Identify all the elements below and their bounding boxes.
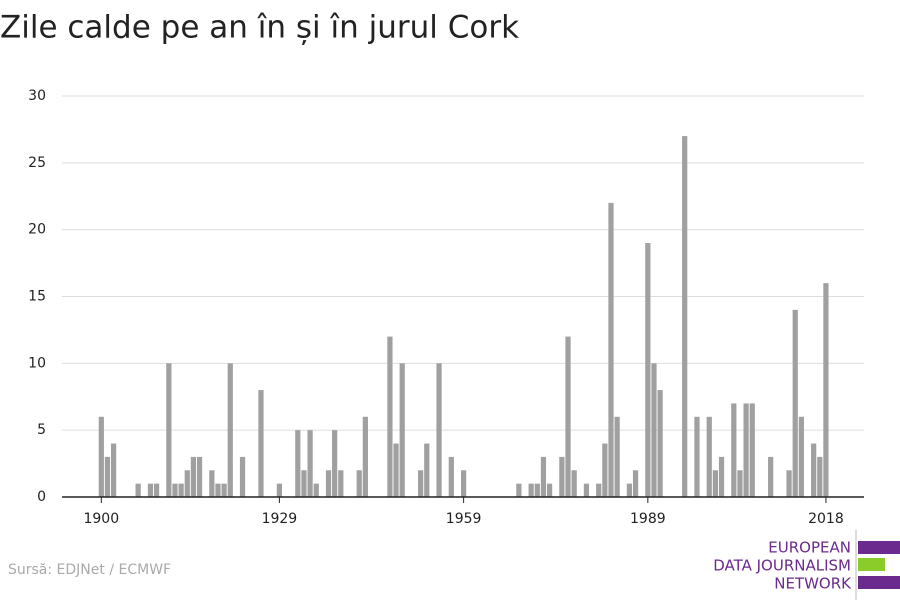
bar [516, 483, 522, 497]
bar [461, 470, 467, 497]
bar [706, 416, 712, 497]
bar [682, 136, 688, 497]
bar [571, 470, 577, 497]
x-tick-label: 1900 [83, 511, 119, 527]
bar [565, 336, 571, 497]
bar [239, 456, 246, 497]
logo-text: EUROPEAN [768, 539, 851, 557]
bar [632, 470, 639, 497]
y-tick-label: 25 [28, 155, 46, 171]
bar [104, 456, 111, 497]
bar [712, 470, 719, 497]
bar [166, 363, 172, 497]
y-tick-label: 15 [28, 289, 46, 305]
bar [436, 363, 442, 497]
chart-title: Zile calde pe an în și în jurul Cork [0, 10, 519, 46]
source: Sursă: EDJNet / ECMWF [8, 562, 171, 578]
bar [657, 390, 663, 497]
bar [798, 416, 804, 497]
bar [792, 309, 798, 497]
bar [215, 483, 221, 497]
bar [184, 470, 190, 497]
logo-text: DATA JOURNALISM [713, 557, 851, 575]
bar [718, 456, 725, 497]
bar [110, 443, 117, 497]
bar [362, 416, 368, 497]
bar [731, 403, 737, 497]
bar [817, 456, 823, 497]
bar [356, 470, 362, 497]
bar [135, 483, 141, 497]
y-tick-label: 30 [28, 88, 46, 104]
bar [694, 416, 700, 497]
bar [178, 483, 184, 497]
bar [393, 443, 399, 497]
logo-bar [858, 558, 885, 571]
x-tick-label: 1989 [630, 511, 666, 527]
bar [811, 443, 817, 497]
bar [153, 483, 160, 497]
bar [325, 470, 332, 497]
bar [602, 443, 608, 497]
x-tick-label: 1959 [446, 511, 482, 527]
bar [424, 443, 430, 497]
bar [147, 483, 154, 497]
logo-bar [858, 541, 900, 554]
bar [276, 483, 282, 497]
bar [196, 456, 203, 497]
bar [596, 483, 602, 497]
x-tick-label: 1929 [262, 511, 298, 527]
bar [540, 456, 547, 497]
logo-text: NETWORK [774, 575, 852, 593]
bar [387, 336, 393, 497]
bar [190, 456, 197, 497]
bar [559, 456, 565, 497]
bar [307, 430, 313, 497]
bar [418, 470, 424, 497]
bar [743, 403, 749, 497]
bar [221, 483, 227, 497]
bar [448, 456, 454, 497]
bar [227, 363, 233, 497]
y-tick-label: 20 [28, 222, 46, 238]
logo-bar [858, 576, 900, 589]
bar [823, 283, 829, 497]
bar [332, 430, 338, 497]
bar [295, 430, 301, 497]
bar [534, 483, 540, 497]
bar [768, 456, 774, 497]
bar [98, 416, 104, 497]
bar [301, 470, 307, 497]
x-tick-label: 2018 [808, 511, 844, 527]
y-tick-label: 0 [37, 489, 46, 505]
bar [749, 403, 755, 497]
bar [313, 483, 319, 497]
bar [209, 470, 215, 497]
bar [338, 470, 344, 497]
y-tick-label: 10 [28, 355, 46, 371]
bar [608, 202, 614, 497]
bar [172, 483, 178, 497]
bar [546, 483, 553, 497]
bar [786, 470, 792, 497]
y-tick-label: 5 [37, 422, 46, 438]
bar [583, 483, 590, 497]
bar [258, 390, 264, 497]
bar [626, 483, 633, 497]
bar [651, 363, 657, 497]
bar [399, 363, 405, 497]
bar [645, 243, 651, 497]
bar [614, 416, 620, 497]
bar [737, 470, 743, 497]
bar [528, 483, 534, 497]
